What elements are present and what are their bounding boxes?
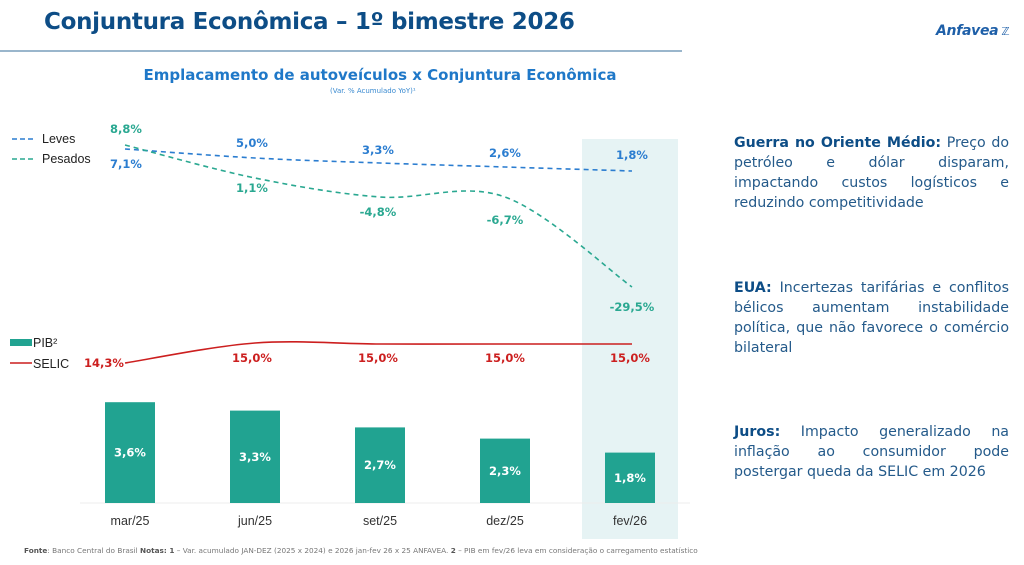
logo-text: Anfavea — [936, 23, 999, 39]
pib-bar — [605, 452, 655, 503]
selic-data-label: 15,0% — [358, 351, 398, 365]
chart-title: Emplacamento de autoveículos x Conjuntur… — [143, 66, 617, 84]
leves-line — [124, 148, 633, 172]
chart-legend: Leves Pesados PIB² SELIC — [10, 132, 91, 371]
category-tick-label: fev/26 — [613, 514, 647, 528]
note-heading: EUA: — [734, 280, 772, 296]
leves-data-label: 7,1% — [110, 157, 142, 171]
anfavea-mark-icon: ℤ — [1001, 25, 1010, 38]
note-text: Impacto generalizado na inflação ao cons… — [734, 424, 1009, 480]
category-tick-label: set/25 — [363, 514, 397, 528]
page-title: Conjuntura Econômica – 1º bimestre 2026 — [44, 9, 575, 35]
anfavea-logo: Anfavea ℤ — [936, 23, 1010, 39]
pib-bar-label: 3,6% — [114, 446, 146, 460]
legend-pib-swatch — [10, 339, 32, 346]
pib-bar-label: 1,8% — [614, 471, 646, 485]
legend-selic-label: SELIC — [33, 357, 69, 371]
legend-pesados-label: Pesados — [42, 152, 91, 166]
pesados-data-label: -29,5% — [610, 300, 655, 314]
pesados-data-label: -6,7% — [487, 213, 524, 227]
leves-data-label: 2,6% — [489, 146, 521, 160]
pesados-data-label: 8,8% — [110, 122, 142, 136]
pib-bar-label: 2,3% — [489, 464, 521, 478]
selic-data-label: 15,0% — [610, 351, 650, 365]
note-heading: Juros: — [734, 424, 781, 440]
category-tick-label: jun/25 — [237, 514, 272, 528]
leves-data-label: 5,0% — [236, 136, 268, 150]
category-tick-label: dez/25 — [486, 514, 524, 528]
note-middle-east: Guerra no Oriente Médio: Preço do petról… — [734, 133, 1009, 213]
note-interest: Juros: Impacto generalizado na inflação … — [734, 422, 1009, 482]
pesados-line — [124, 144, 633, 288]
note-usa: EUA: Incertezas tarifárias e conflitos b… — [734, 278, 1009, 358]
pib-bar-label: 2,7% — [364, 458, 396, 472]
pib-bar-label: 3,3% — [239, 450, 271, 464]
pesados-data-label: 1,1% — [236, 181, 268, 195]
legend-leves-label: Leves — [42, 132, 75, 146]
selic-line — [124, 340, 632, 364]
chart-subtitle: (Var. % Acumulado YoY)¹ — [330, 87, 416, 95]
note-text: Preço do petróleo e dólar disparam, impa… — [734, 135, 1010, 211]
title-divider — [0, 50, 682, 52]
pib-bar — [480, 438, 530, 503]
legend-pib-label: PIB² — [33, 336, 57, 350]
selic-data-label: 15,0% — [485, 351, 525, 365]
pib-bar — [105, 402, 155, 503]
selic-data-label: 14,3% — [84, 356, 124, 370]
category-tick-label: mar/25 — [111, 514, 150, 528]
note-heading: Guerra no Oriente Médio: — [734, 135, 942, 151]
note-text: Incertezas tarifárias e conflitos bélico… — [734, 280, 1009, 356]
pib-bar — [355, 427, 405, 503]
selic-data-label: 15,0% — [232, 351, 272, 365]
pesados-data-label: -4,8% — [360, 205, 397, 219]
pib-bar — [230, 410, 280, 503]
leves-data-label: 1,8% — [616, 148, 648, 162]
footnote: Fonte: Banco Central do Brasil Notas: 1 … — [24, 546, 698, 555]
leves-data-label: 3,3% — [362, 143, 394, 157]
